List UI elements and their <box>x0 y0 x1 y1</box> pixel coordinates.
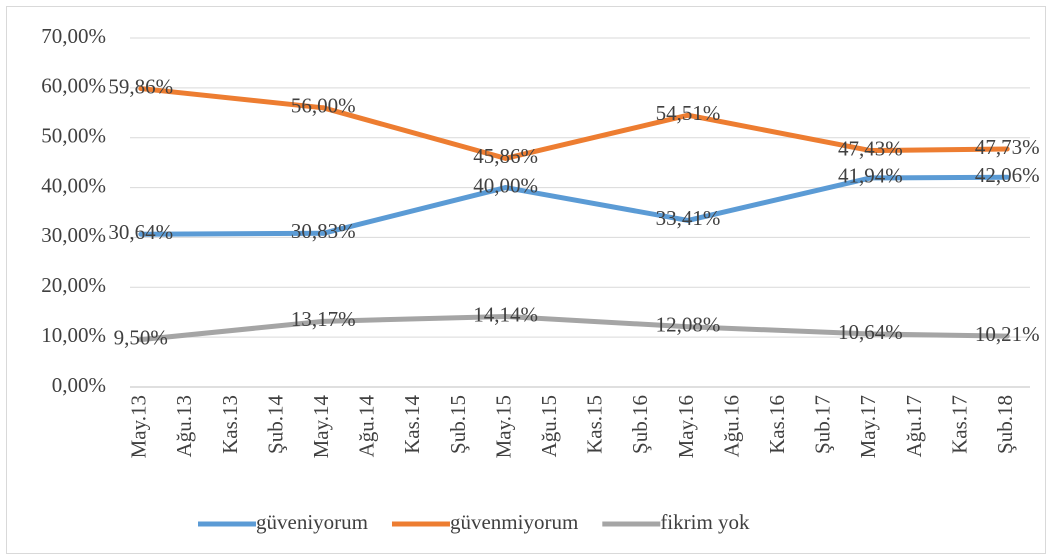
chart-border <box>6 6 1046 554</box>
data-label: 54,51% <box>656 101 721 125</box>
line-segment <box>685 324 873 337</box>
y-tick-label: 30,00% <box>41 223 106 247</box>
x-tick-label: Ağu.17 <box>902 395 926 457</box>
line-segment <box>320 185 509 236</box>
data-label: 47,43% <box>838 136 903 160</box>
x-tick-label: Şub.15 <box>446 395 470 454</box>
x-tick-label: Ağu.15 <box>537 395 561 457</box>
x-tick-label: Şub.17 <box>811 395 835 454</box>
x-tick-label: Şub.16 <box>628 395 652 454</box>
line-segment <box>685 175 873 223</box>
x-tick-label: May.15 <box>491 395 515 458</box>
line-segment <box>320 105 509 161</box>
legend-label: fikrim yok <box>660 510 750 534</box>
x-tick-label: Kas.14 <box>400 395 424 454</box>
data-label: 9,50% <box>114 325 168 349</box>
data-label: 10,64% <box>838 320 903 344</box>
line-segment <box>138 230 326 237</box>
y-tick-label: 40,00% <box>41 173 106 197</box>
data-label: 40,00% <box>473 173 538 197</box>
y-tick-label: 50,00% <box>41 124 106 148</box>
x-tick-label: May.16 <box>674 395 698 458</box>
x-tick-label: May.13 <box>127 395 151 458</box>
y-tick-label: 70,00% <box>41 24 106 48</box>
y-tick-label: 60,00% <box>41 74 106 98</box>
x-tick-label: Kas.16 <box>765 395 789 454</box>
data-label: 41,94% <box>838 164 903 188</box>
x-tick-label: Ağu.14 <box>355 395 379 458</box>
x-tick-label: May.14 <box>309 395 333 459</box>
data-label: 14,14% <box>473 302 538 326</box>
line-segment <box>685 112 873 154</box>
data-label: 13,17% <box>291 307 356 331</box>
data-label: 12,08% <box>656 313 721 337</box>
line-segment <box>867 331 1010 339</box>
x-tick-label: May.17 <box>856 395 880 458</box>
x-tick-label: Kas.15 <box>583 395 607 454</box>
line-segment <box>503 314 691 330</box>
data-label: 47,73% <box>975 135 1040 159</box>
x-tick-label: Ağu.13 <box>172 395 196 457</box>
legend-label: güveniyorum <box>256 510 368 534</box>
x-tick-label: Şub.14 <box>263 395 287 454</box>
line-segment <box>138 318 326 343</box>
line-segment <box>867 146 1010 154</box>
y-tick-label: 10,00% <box>41 323 106 347</box>
y-tick-label: 0,00% <box>52 373 106 397</box>
x-tick-label: Kas.13 <box>218 395 242 454</box>
data-label: 30,83% <box>291 219 356 243</box>
data-label: 30,64% <box>108 220 173 244</box>
data-label: 33,41% <box>656 206 721 230</box>
line-segment <box>867 174 1010 181</box>
legend-label: güvenmiyorum <box>450 510 578 534</box>
line-segment <box>138 86 326 111</box>
data-label: 59,86% <box>108 74 173 98</box>
line-segment <box>320 314 509 324</box>
data-label: 10,21% <box>975 322 1040 346</box>
y-tick-label: 20,00% <box>41 273 106 297</box>
data-label: 42,06% <box>975 163 1040 187</box>
line-segment <box>503 185 691 223</box>
x-tick-label: Kas.17 <box>947 395 971 454</box>
x-tick-label: Şub.18 <box>993 395 1017 454</box>
line-segment <box>503 112 691 161</box>
data-label: 56,00% <box>291 94 356 118</box>
x-tick-label: Ağu.16 <box>719 395 743 457</box>
data-label: 45,86% <box>473 144 538 168</box>
